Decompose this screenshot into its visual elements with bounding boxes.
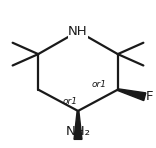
Text: NH: NH bbox=[68, 25, 88, 38]
Polygon shape bbox=[74, 111, 82, 139]
Text: NH₂: NH₂ bbox=[66, 125, 90, 138]
Text: or1: or1 bbox=[92, 80, 107, 89]
Text: or1: or1 bbox=[63, 97, 78, 106]
Text: F: F bbox=[146, 90, 154, 103]
Polygon shape bbox=[118, 89, 146, 101]
